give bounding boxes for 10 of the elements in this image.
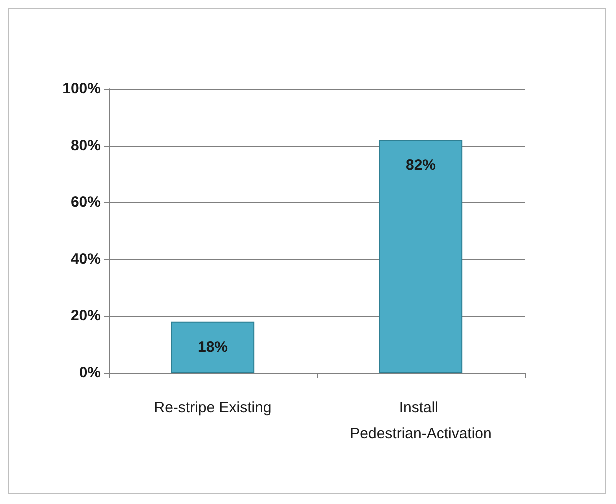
x-tick-label: Install Pedestrian-Activation [350,400,492,442]
y-tick-label: 0% [79,364,101,382]
y-tick-label: 60% [70,194,101,212]
y-tick-label: 40% [70,250,101,268]
y-tick-label: 100% [62,80,101,98]
y-tick-label: 20% [70,308,101,325]
y-tick-label: 80% [70,137,101,154]
x-tick-label: Re-stripe Existing [154,400,272,416]
data-label: 82% [406,157,436,174]
data-label: 18% [198,338,228,356]
